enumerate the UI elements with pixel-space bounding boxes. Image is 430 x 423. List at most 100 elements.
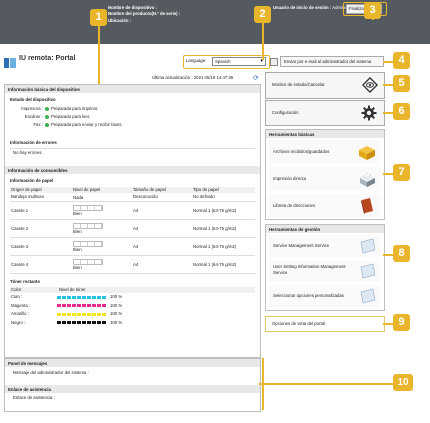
toner-level-bar	[57, 295, 107, 299]
paper-type: Normal 1 (64-75 g/m2)	[193, 243, 237, 249]
direct-print-button[interactable]: Impresión directa	[268, 167, 380, 191]
col-size: Tamaño de papel	[133, 186, 166, 192]
paper-table-header: Origen de papel Nivel de papel Tamaño de…	[10, 186, 255, 193]
service-management-label: Service Management Service	[273, 243, 330, 248]
logout-button[interactable]: Finalizar sesión	[346, 4, 382, 15]
toner-row: Cian : 100 %	[10, 293, 255, 302]
management-tools-panel: Herramientas de gestión Service Manageme…	[265, 224, 385, 311]
status-monitor-button[interactable]: Monitor de estado/Cancelar	[265, 72, 385, 99]
status-label: Impresora :	[21, 106, 43, 112]
ok-status-icon	[45, 107, 49, 112]
paper-type: No definido	[193, 193, 215, 199]
callout-badge-6: 6	[393, 103, 410, 120]
toner-table-header: Color Nivel de tóner	[10, 286, 255, 294]
paper-type: Normal 1 (64-75 g/m2)	[193, 261, 237, 267]
paper-source: Casete 2	[11, 225, 29, 231]
printer-icon	[360, 173, 375, 187]
support-link: Enlace de asistencia :	[13, 395, 55, 401]
callout-badge-8: 8	[393, 245, 410, 262]
admin-message: Mensaje del administrador del sistema :	[13, 370, 89, 375]
toner-row: Magenta : 100 %	[10, 302, 255, 311]
callout-badge-3: 3	[364, 2, 381, 19]
callout-line-4	[383, 61, 393, 63]
toner-percent: 100 %	[110, 294, 123, 300]
language-label: Language:	[186, 58, 207, 63]
callout-badge-9: 9	[393, 314, 410, 331]
chevron-down-icon: ▾	[260, 58, 263, 64]
status-monitor-label: Monitor de estado/Cancelar	[272, 82, 325, 87]
service-tool-icon	[360, 238, 376, 254]
login-user: Usuario de inicio de sesión : Administra…	[273, 5, 358, 10]
callout-badge-5: 5	[393, 75, 410, 92]
callout-badge-4: 4	[393, 52, 410, 69]
custom-options-icon	[360, 288, 376, 304]
paper-level-text: Bien	[73, 265, 82, 271]
user-setting-service-label: User Setting Information Management Serv…	[273, 264, 346, 276]
left-main-panel: Información básica del dispositivo Estad…	[4, 84, 261, 358]
basic-tools-title: Herramientas básicas	[266, 130, 384, 138]
col-source: Origen de papel	[11, 186, 42, 192]
status-row: Escáner : Preparado para leer.	[10, 113, 260, 121]
callout-line-5	[383, 84, 393, 86]
address-book-button[interactable]: Libreta de direcciones	[268, 194, 380, 218]
paper-size: A4	[133, 243, 139, 249]
language-highlight	[183, 55, 270, 69]
language-apply-button[interactable]	[270, 58, 278, 66]
paper-level: Nada	[72, 194, 132, 201]
paper-level-gauge	[73, 205, 103, 212]
language-select[interactable]: Spanish ▾	[212, 57, 266, 66]
paper-row: Casete 4 Bien A4 Normal 1 (64-75 g/m2)	[10, 256, 255, 275]
custom-options-label: Seleccionar opciones personalizadas	[273, 293, 344, 298]
settings-button[interactable]: Configuración	[265, 100, 385, 126]
callout-line-1	[98, 26, 100, 84]
paper-source: Bandeja multiuso	[11, 194, 44, 200]
settings-label: Configuración	[272, 110, 299, 115]
portal-view-options-link[interactable]: Opciones de vista del portal	[265, 316, 385, 332]
paper-type: Normal 1 (64-75 g/m2)	[193, 207, 237, 213]
toner-heading: Tóner restante	[10, 279, 40, 285]
paper-level-text: Nada	[73, 194, 84, 200]
address-book-label: Libreta de direcciones	[273, 203, 316, 208]
callout-line-9	[383, 323, 393, 325]
status-value: Preparado para leer.	[51, 114, 91, 120]
direct-print-label: Impresión directa	[273, 176, 306, 181]
toner-level-bar	[57, 304, 107, 308]
toner-level-bar	[57, 312, 107, 316]
refresh-icon[interactable]: ⟳	[253, 75, 259, 82]
email-admin-button[interactable]: Enviar por e-mail al administrador del s…	[280, 56, 384, 67]
toner-percent: 100 %	[110, 319, 123, 325]
device-name-label: Nombre de dispositivo :	[108, 5, 157, 10]
callout-badge-1: 1	[90, 9, 107, 26]
callout-badge-7: 7	[393, 164, 410, 181]
col-level: Nivel de papel	[73, 186, 101, 192]
paper-level-gauge	[73, 259, 103, 266]
canon-ui-logo	[4, 55, 16, 73]
status-row: Impresora : Preparada para imprimir.	[10, 105, 260, 113]
callout-line-7	[383, 173, 393, 175]
callout-bracket-10	[262, 358, 264, 410]
device-status-heading: Estado del dispositivo	[10, 97, 56, 102]
paper-source: Casete 3	[11, 243, 29, 249]
paper-table-body: Bandeja multiuso Nada Desconocido No defini…	[10, 193, 255, 275]
service-management-button[interactable]: Service Management Service	[268, 235, 380, 257]
messages-panel: Panel de mensajes Mensaje del administra…	[4, 358, 261, 412]
status-value: Preparada para imprimir.	[51, 106, 99, 112]
paper-level-text: Bien	[73, 247, 82, 253]
toner-table-body: Cian : 100 % Magenta : 100 % Amarillo : 100 %…	[10, 293, 255, 327]
paper-size: Desconocido	[133, 194, 158, 200]
basic-tools-panel: Herramientas básicas Archivos recibidos/…	[265, 129, 385, 220]
toner-color: Negro :	[11, 319, 26, 325]
received-files-button[interactable]: Archivos recibidos/guardados	[268, 140, 380, 164]
consumables-title: Información de consumibles	[5, 166, 260, 175]
custom-options-button[interactable]: Seleccionar opciones personalizadas	[268, 285, 380, 307]
status-label: Escáner :	[24, 114, 43, 120]
col-type: Tipo de papel	[193, 186, 219, 192]
paper-type: Normal 1 (64-75 g/m2)	[193, 225, 237, 231]
toner-row: Amarillo : 100 %	[10, 310, 255, 319]
callout-line-10	[259, 383, 393, 385]
paper-level-text: Bien	[73, 211, 82, 217]
paper-source: Casete 1	[11, 207, 29, 213]
folder-icon	[359, 146, 375, 160]
toner-color: Magenta :	[11, 302, 31, 308]
user-setting-service-button[interactable]: User Setting Information Management Serv…	[268, 260, 380, 282]
